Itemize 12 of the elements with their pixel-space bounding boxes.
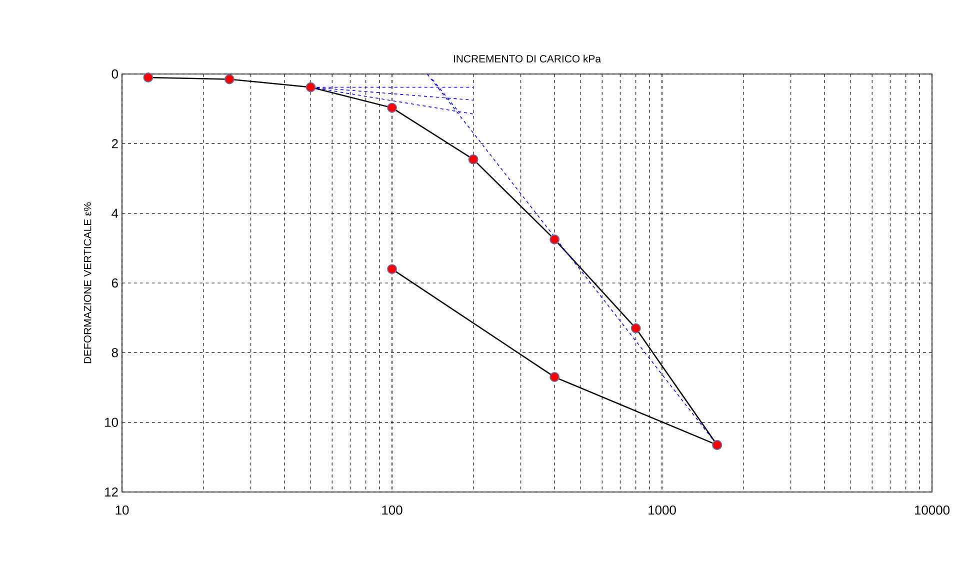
y-tick-label: 4 bbox=[112, 208, 118, 218]
chart-title: INCREMENTO DI CARICO kPa bbox=[454, 54, 602, 62]
x-tick-label: 100 bbox=[382, 506, 402, 515]
x-tick-label: 1000 bbox=[648, 506, 676, 515]
y-tick-label: 8 bbox=[112, 348, 118, 358]
y-tick-label: 2 bbox=[112, 139, 118, 148]
x-tick-label: 10000 bbox=[914, 506, 950, 515]
y-tick-label: 0 bbox=[112, 69, 118, 79]
y-axis-title: DEFORMAZIONE VERTICALE ε% bbox=[84, 202, 92, 364]
y-tick-label: 10 bbox=[105, 418, 118, 427]
y-tick-label: 12 bbox=[105, 487, 118, 497]
y-tick-label: 6 bbox=[112, 278, 118, 288]
